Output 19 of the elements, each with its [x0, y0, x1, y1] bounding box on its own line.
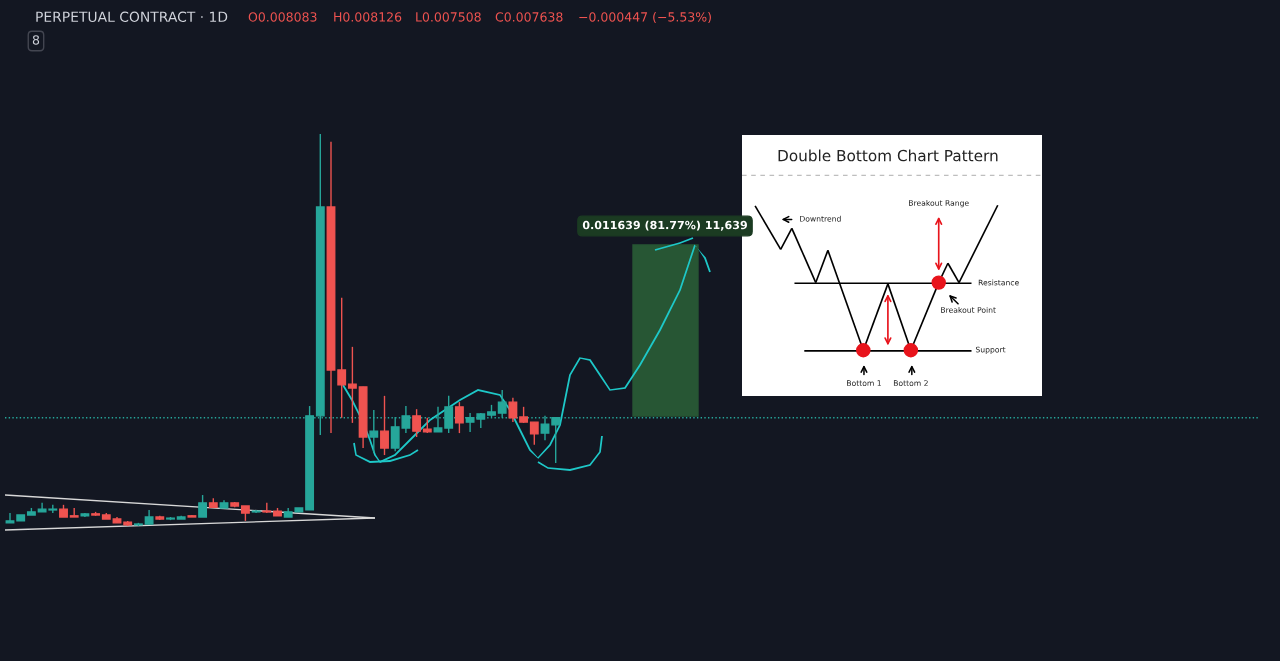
text: L0.007508 — [416, 12, 481, 22]
candlestick — [198, 494, 208, 518]
text: C0.007638 — [495, 12, 563, 22]
text: 8 — [32, 35, 40, 45]
candlestick — [454, 401, 464, 434]
text: O0.008083 — [248, 12, 317, 22]
candlestick — [347, 346, 357, 424]
candlestick — [5, 512, 15, 524]
candlestick — [369, 409, 379, 454]
text: Double Bottom Chart Pattern — [778, 149, 998, 162]
chart-title: PERPETUAL CONTRACT · 1D — [36, 11, 228, 23]
candlestick — [412, 408, 422, 438]
candlestick — [337, 297, 347, 419]
candlestick — [508, 397, 518, 423]
text: 0.011639 (81.77%) 11,639 — [582, 220, 747, 231]
candlestick — [529, 421, 539, 446]
text: H0.008126 — [334, 12, 402, 22]
text: −0.000447 (−5.53%) — [579, 11, 711, 24]
candlestick — [380, 395, 389, 456]
